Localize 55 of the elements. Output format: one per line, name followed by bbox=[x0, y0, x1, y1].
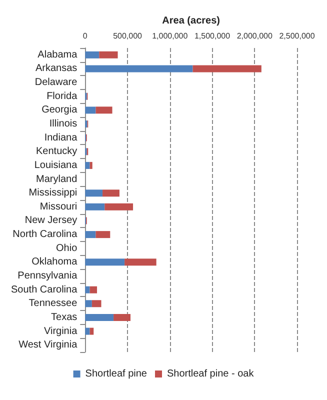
y-tick-label: Kentucky bbox=[36, 146, 78, 158]
bar bbox=[102, 190, 120, 197]
y-tick-label: West Virginia bbox=[18, 340, 78, 351]
y-tick-label: New Jersey bbox=[24, 215, 78, 226]
bar bbox=[92, 300, 102, 308]
y-tick-label: Oklahoma bbox=[32, 256, 78, 268]
y-tick-label: North Carolina bbox=[12, 229, 78, 240]
bar bbox=[85, 328, 90, 335]
legend-label: Shortleaf pine bbox=[85, 368, 148, 380]
bar bbox=[96, 231, 110, 238]
bar bbox=[90, 328, 94, 335]
x-tick-label: 1,000,000 bbox=[152, 32, 188, 40]
y-tick-label: Florida bbox=[46, 90, 78, 102]
y-tick-label: South Carolina bbox=[10, 284, 78, 296]
y-tick-label: Indiana bbox=[44, 132, 78, 144]
x-tick-label: 2,500,000 bbox=[279, 32, 316, 40]
bar bbox=[85, 203, 105, 210]
y-tick-label: Georgia bbox=[42, 104, 78, 116]
bar bbox=[85, 190, 103, 197]
y-tick-label: Illinois bbox=[49, 118, 78, 130]
x-tick-label: 0 bbox=[82, 32, 88, 40]
y-tick-label: Tennessee bbox=[28, 298, 78, 310]
x-tick-label: 1,500,000 bbox=[194, 32, 231, 40]
y-tick-label: Louisiana bbox=[34, 160, 78, 171]
bar bbox=[114, 314, 130, 321]
y-tick-label: Alabama bbox=[38, 49, 78, 60]
y-tick-label: Mississippi bbox=[28, 188, 78, 199]
bar bbox=[96, 106, 112, 114]
bar bbox=[85, 258, 125, 266]
bar bbox=[85, 162, 90, 169]
x-tick-label: 2,000,000 bbox=[236, 32, 273, 40]
y-tick-label: Maryland bbox=[36, 174, 78, 185]
legend-label: Shortleaf pine - oak bbox=[166, 368, 255, 380]
bar bbox=[85, 314, 114, 321]
y-tick-label: Texas bbox=[51, 312, 78, 323]
y-tick-label: Pennsylvania bbox=[18, 270, 78, 282]
x-tick-label: 500,000 bbox=[113, 32, 143, 40]
bar bbox=[99, 51, 118, 58]
y-tick-label: Ohio bbox=[56, 242, 78, 254]
bar bbox=[104, 203, 134, 210]
bar bbox=[85, 286, 90, 294]
bar bbox=[85, 231, 96, 238]
y-tick-label: Arkansas bbox=[35, 63, 78, 74]
bar bbox=[85, 300, 92, 308]
bar bbox=[90, 162, 92, 169]
bar bbox=[85, 106, 96, 114]
bar bbox=[90, 286, 98, 294]
y-tick-label: Missouri bbox=[40, 201, 78, 212]
bar bbox=[124, 258, 156, 266]
y-tick-label: Virginia bbox=[44, 326, 78, 337]
y-tick-label: Delaware bbox=[34, 77, 78, 88]
bar bbox=[85, 65, 193, 72]
bar bbox=[85, 51, 100, 58]
x-axis-title: Area (acres) bbox=[162, 16, 220, 26]
bar bbox=[192, 65, 262, 72]
